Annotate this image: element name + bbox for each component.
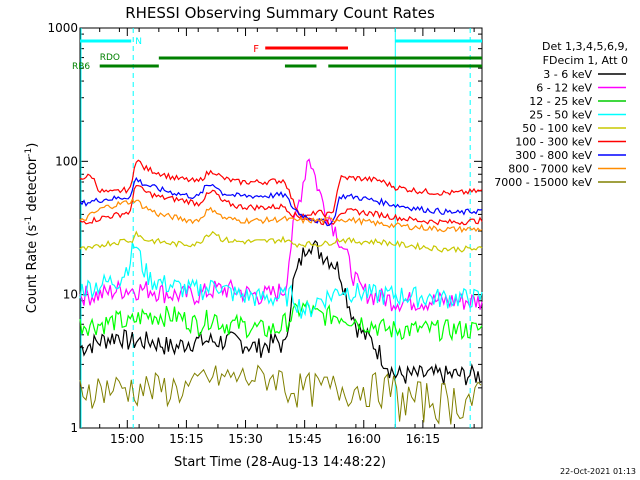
y-tick-label: 1000 bbox=[47, 21, 78, 35]
legend-label-6: 300 - 800 keV bbox=[515, 149, 592, 162]
x-tick-label: 15:45 bbox=[287, 432, 322, 446]
ylabel-part2: detector bbox=[25, 156, 40, 216]
x-tick-label: 16:15 bbox=[406, 432, 441, 446]
legend-label-8: 7000 - 15000 keV bbox=[494, 176, 592, 189]
ylabel-close: ) bbox=[25, 143, 40, 148]
legend-label-2: 12 - 25 keV bbox=[529, 95, 592, 108]
legend-label-7: 800 - 7000 keV bbox=[508, 163, 592, 176]
y-tick-label: 100 bbox=[55, 154, 78, 168]
series-line-4 bbox=[79, 159, 483, 219]
ylabel-sup2: -1 bbox=[24, 148, 34, 157]
ylabel-part1: Count Rate (s bbox=[25, 225, 40, 314]
legend-label-1: 6 - 12 keV bbox=[536, 82, 592, 95]
series-line-0 bbox=[79, 239, 483, 386]
night-label: N bbox=[135, 37, 142, 47]
rb6-label: RB6 bbox=[72, 62, 90, 72]
legend-label-3: 25 - 50 keV bbox=[529, 109, 592, 122]
series-line-7 bbox=[79, 197, 483, 234]
footer-date: 22-Oct-2021 01:13 bbox=[560, 467, 636, 476]
legend-header-1: Det 1,3,4,5,6,9, bbox=[542, 40, 628, 53]
series-line-6 bbox=[79, 176, 483, 227]
axes: 1 10 100 1000 15:00 15:15 15:30 15:45 16:00 16:15 bbox=[47, 21, 482, 446]
y-tick-label: 1 bbox=[70, 421, 78, 435]
series-line-8 bbox=[79, 230, 483, 254]
series-line-1 bbox=[79, 158, 483, 313]
legend-label-4: 50 - 100 keV bbox=[522, 122, 592, 135]
y-tick-label: 10 bbox=[63, 288, 78, 302]
legend: Det 1,3,4,5,6,9, FDecim 1, Att 0 3 - 6 k… bbox=[494, 40, 628, 189]
chart-title: RHESSI Observing Summary Count Rates bbox=[125, 4, 435, 22]
legend-header-2: FDecim 1, Att 0 bbox=[543, 54, 628, 67]
legend-label-5: 100 - 300 keV bbox=[515, 136, 592, 149]
series-line-2 bbox=[79, 299, 483, 343]
x-tick-label: 15:00 bbox=[110, 432, 145, 446]
series-line-5 bbox=[79, 184, 483, 227]
plot-frame bbox=[79, 27, 483, 429]
x-tick-label: 15:15 bbox=[169, 432, 204, 446]
y-axis-label: Count Rate (s-1 detector-1) bbox=[24, 143, 40, 314]
x-tick-label: 16:00 bbox=[346, 432, 381, 446]
x-tick-label: 15:30 bbox=[228, 432, 263, 446]
ylabel-sup1: -1 bbox=[24, 216, 34, 225]
series-line-3 bbox=[79, 242, 483, 319]
x-axis-label: Start Time (28-Aug-13 14:48:22) bbox=[174, 455, 386, 470]
series-group bbox=[79, 158, 483, 425]
legend-label-0: 3 - 6 keV bbox=[543, 68, 592, 81]
flare-label: F bbox=[253, 44, 259, 55]
annotation-bars: N F RDO RB6 bbox=[72, 28, 482, 428]
series-line-olive bbox=[79, 364, 482, 425]
rdo-label: RDO bbox=[100, 53, 120, 63]
